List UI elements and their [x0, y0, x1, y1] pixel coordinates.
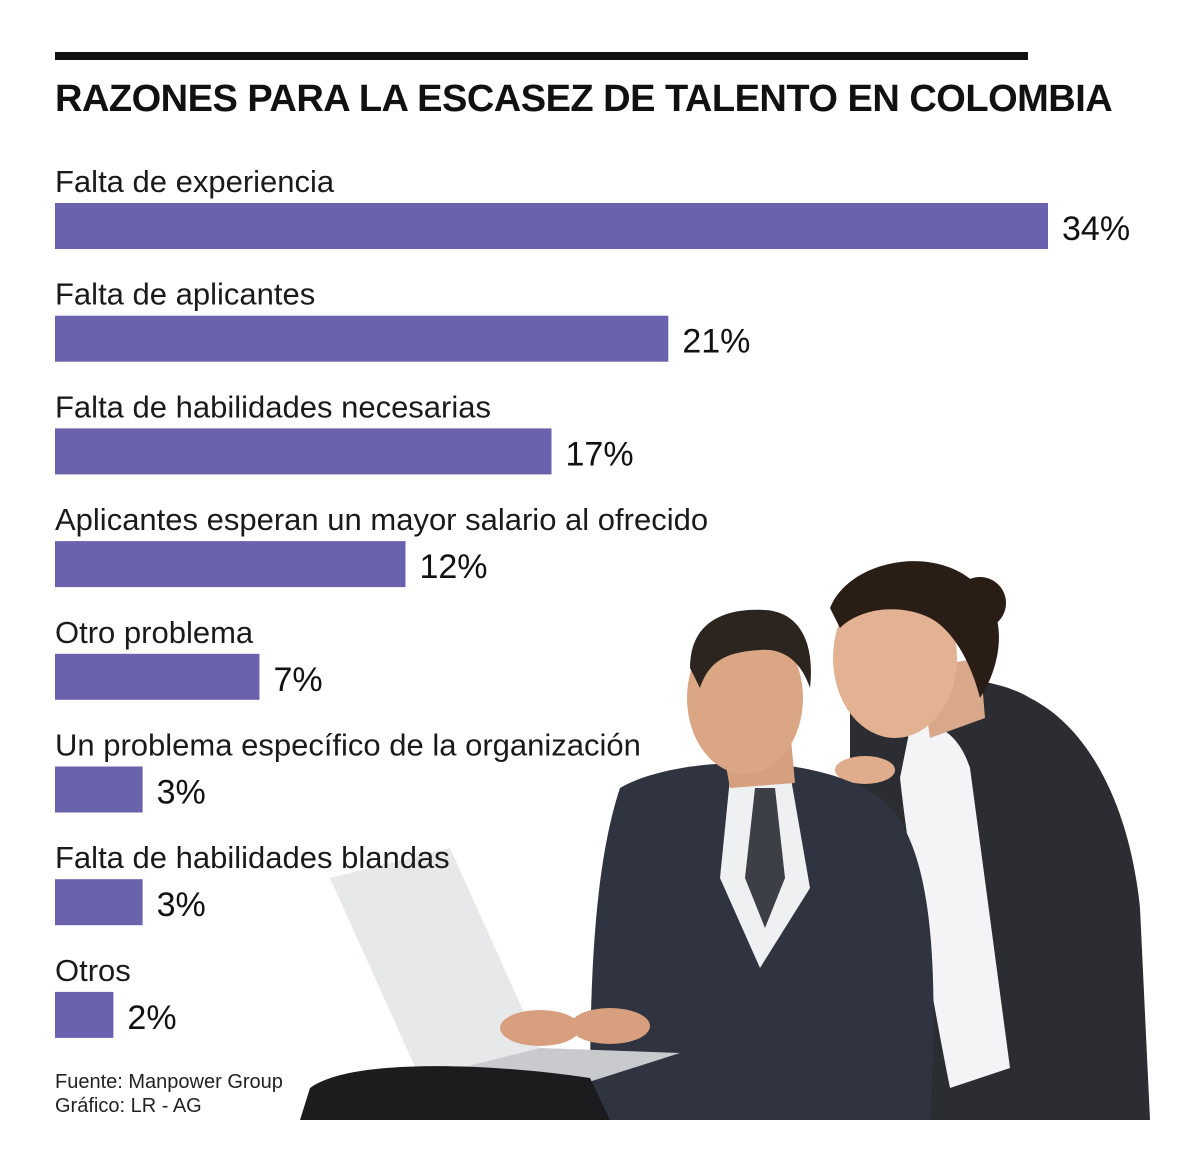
category-label: Falta de experiencia — [55, 164, 335, 199]
category-label: Un problema específico de la organizació… — [55, 728, 641, 763]
value-label: 34% — [1062, 210, 1130, 248]
category-label: Otro problema — [55, 615, 254, 650]
category-label: Falta de habilidades blandas — [55, 840, 450, 875]
bar — [55, 879, 143, 926]
bar — [55, 203, 1048, 249]
value-label: 17% — [566, 435, 634, 473]
bar — [55, 315, 669, 362]
value-label: 7% — [273, 661, 322, 699]
credit-line: Gráfico: LR - AG — [55, 1095, 202, 1117]
category-label: Otros — [55, 953, 131, 988]
bar — [55, 428, 552, 475]
bar — [55, 653, 260, 700]
value-label: 2% — [127, 999, 176, 1037]
chart-title: RAZONES PARA LA ESCASEZ DE TALENTO EN CO… — [55, 78, 1113, 120]
value-label: 3% — [157, 774, 206, 812]
category-label: Falta de aplicantes — [55, 277, 315, 312]
value-label: 12% — [419, 548, 487, 586]
value-label: 3% — [157, 886, 206, 924]
top-rule — [55, 52, 1028, 60]
value-label: 21% — [682, 323, 750, 361]
category-label: Falta de habilidades necesarias — [55, 389, 491, 424]
category-label: Aplicantes esperan un mayor salario al o… — [55, 502, 708, 537]
business-people-laptop-photo — [300, 561, 1150, 1120]
source-note: Fuente: Manpower Group Gráfico: LR - AG — [55, 1070, 283, 1118]
source-line: Fuente: Manpower Group — [55, 1071, 283, 1093]
bar — [55, 766, 143, 813]
bar — [55, 541, 406, 588]
bar — [55, 991, 114, 1038]
